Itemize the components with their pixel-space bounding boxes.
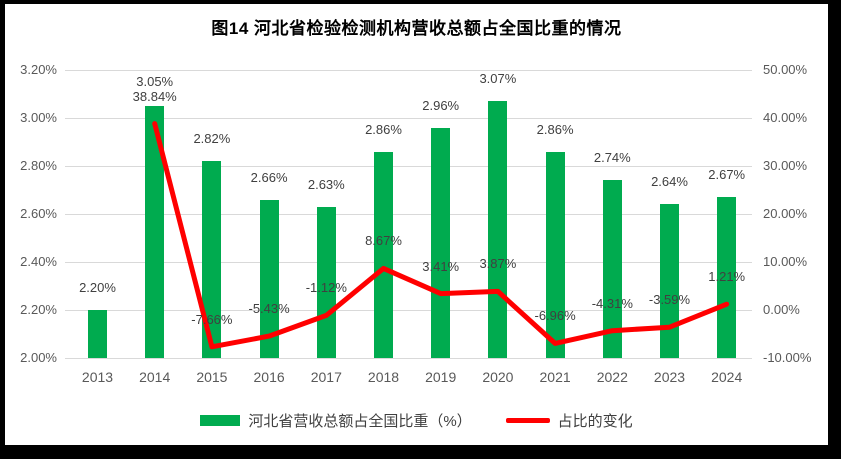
bar-value-label: 2.63%	[307, 176, 345, 192]
bar-2015	[202, 161, 222, 358]
x-axis-tick-label: 2021	[539, 369, 571, 385]
x-axis-tick-label: 2017	[310, 369, 342, 385]
bar-2014	[145, 106, 165, 358]
x-axis-tick-label: 2016	[253, 369, 285, 385]
bar-value-label: 2.86%	[365, 121, 402, 137]
y-axis-left-tick-label: 2.80%	[20, 158, 57, 173]
bar-value-label: 3.07%	[479, 71, 517, 87]
line-value-label: 1.21%	[708, 269, 746, 285]
legend-bar-swatch-icon	[200, 415, 241, 426]
chart-canvas: 图14 河北省检验检测机构营收总额占全国比重的情况 3.20% 50.00% 3.0…	[5, 4, 828, 445]
plot-area: 3.20% 50.00% 3.00% 40.00% 2.80% 30.00% 2.60% 20…	[5, 4, 828, 445]
x-axis-tick-label: 2019	[425, 369, 457, 385]
line-value-label: 8.67%	[365, 233, 402, 249]
bar-value-label: 2.20%	[79, 280, 116, 295]
x-axis-tick-label: 2024	[711, 369, 743, 385]
bar-2023	[660, 204, 679, 358]
bar-value-label: 3.05%	[136, 74, 174, 89]
bar-2020	[488, 101, 508, 358]
bar-2016	[259, 199, 279, 358]
x-axis-tick-label: 2022	[596, 369, 628, 385]
x-axis-tick-label: 2023	[653, 369, 686, 385]
bar-2019	[431, 127, 451, 358]
x-axis-tick-label: 2013	[81, 369, 114, 385]
bar-value-label: 2.74%	[593, 150, 631, 166]
y-axis-left-tick-label: 2.60%	[20, 206, 57, 221]
y-axis-right-tick-label: 40.00%	[763, 110, 808, 125]
bar-value-label: 2.86%	[536, 121, 574, 137]
gridline	[65, 117, 752, 119]
y-axis-right-tick-label: 0.00%	[763, 302, 800, 317]
y-axis-right-tick-label: 50.00%	[763, 62, 808, 77]
y-axis-left-tick-label: 3.20%	[20, 62, 57, 77]
y-axis-right-tick-label: 30.00%	[763, 158, 808, 173]
x-axis-tick-label: 2020	[482, 369, 514, 385]
bar-value-label: 2.67%	[708, 167, 746, 183]
line-value-label: -1.12%	[305, 280, 347, 296]
line-value-label: -5.43%	[248, 301, 290, 317]
bar-2022	[602, 180, 622, 358]
bar-value-label: 2.96%	[422, 97, 460, 113]
line-value-label: 3.87%	[479, 256, 517, 272]
x-axis-tick-label: 2018	[367, 369, 400, 385]
legend-line-swatch-icon	[505, 418, 550, 423]
gridline	[65, 69, 752, 71]
gridline	[65, 213, 752, 215]
x-axis-tick-label: 2015	[196, 369, 228, 385]
y-axis-left-tick-label: 2.20%	[20, 302, 57, 317]
bar-value-label: 2.82%	[193, 131, 231, 147]
y-axis-left-tick-label: 2.00%	[20, 350, 57, 365]
chart-title: 图14 河北省检验检测机构营收总额占全国比重的情况	[211, 19, 622, 38]
legend: 河北省营收总额占全国比重（%） 占比的变化	[5, 410, 828, 431]
bar-2013	[88, 310, 107, 358]
legend-bar-label: 河北省营收总额占全国比重（%）	[248, 413, 472, 430]
x-axis-tick-label: 2014	[139, 369, 171, 385]
line-value-label: 38.84%	[132, 88, 177, 104]
bar-2018	[374, 151, 393, 358]
legend-line-label: 占比的变化	[557, 413, 633, 430]
y-axis-left-tick-label: 2.40%	[20, 254, 57, 269]
gridline	[65, 357, 752, 359]
y-axis-left-tick-label: 3.00%	[20, 110, 57, 125]
line-value-label: -3.59%	[648, 292, 691, 308]
y-axis-right-tick-label: -10.00%	[763, 350, 812, 365]
y-axis-right-tick-label: 10.00%	[763, 254, 808, 269]
y-axis-right-tick-label: 20.00%	[763, 206, 808, 221]
bar-2021	[545, 151, 565, 358]
